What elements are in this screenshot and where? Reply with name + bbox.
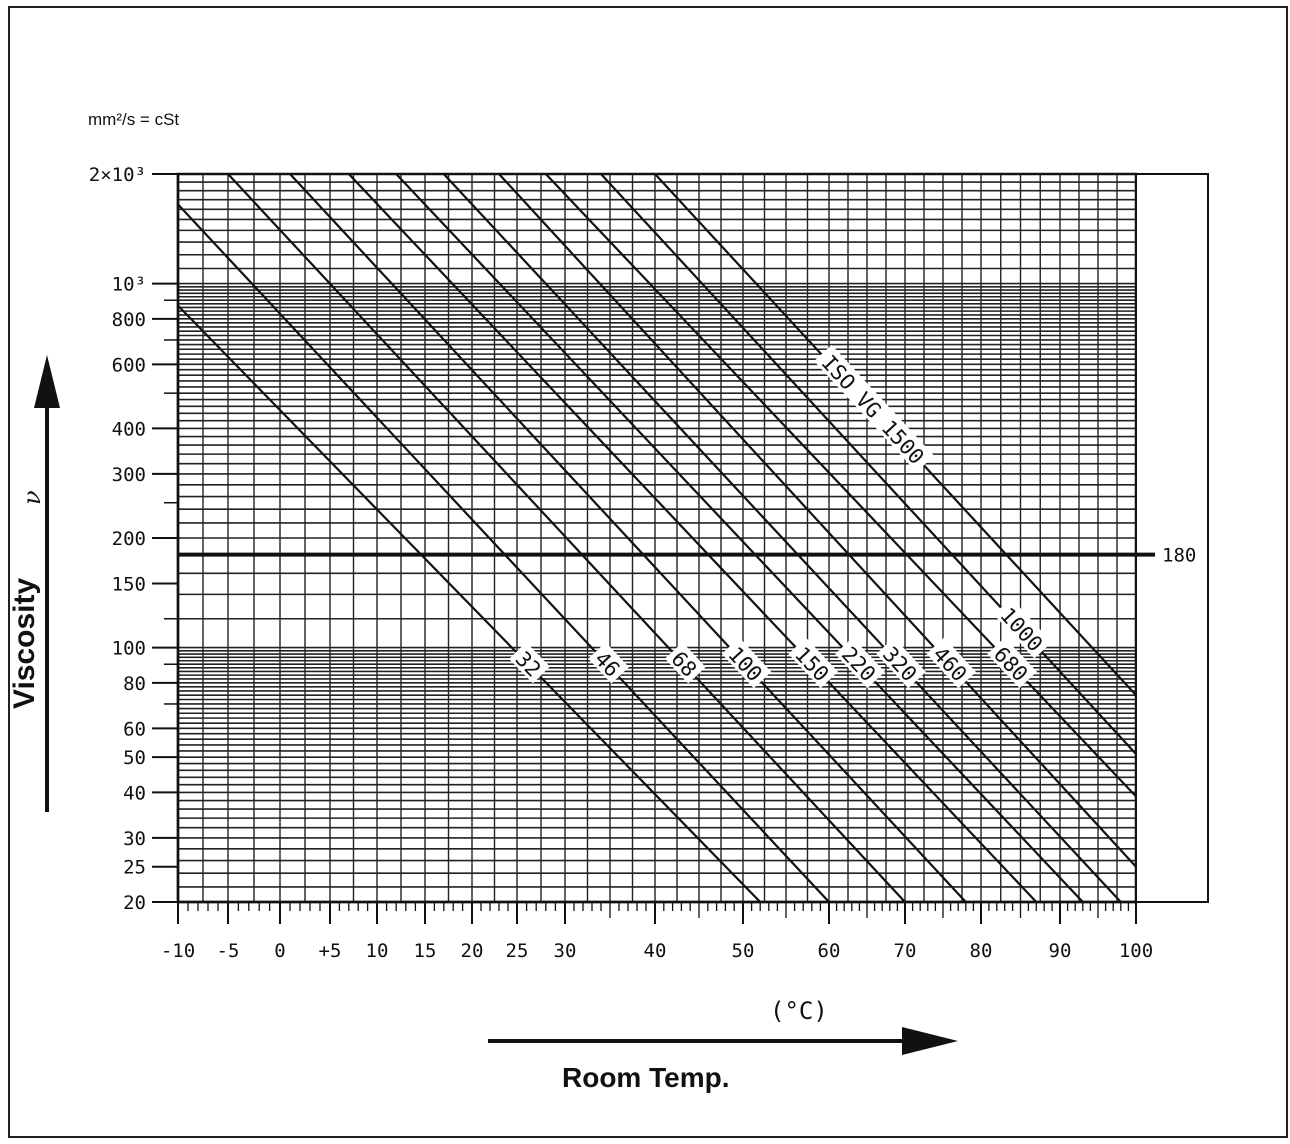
series-label-bg	[876, 637, 926, 689]
series-label-bg	[987, 637, 1037, 689]
x-tick-label: 90	[1049, 940, 1072, 962]
series-label-bg	[509, 642, 550, 684]
y-tick-label: 100	[112, 638, 146, 660]
x-tick-label: 0	[274, 940, 285, 962]
reference-line-label: 180	[1162, 545, 1196, 567]
x-tick-label: 100	[1119, 940, 1153, 962]
y-tick-label: 2×10³	[89, 164, 146, 186]
x-tick-label: 70	[894, 940, 917, 962]
series-line-68	[227, 174, 906, 902]
x-tick-label: -10	[161, 940, 195, 962]
y-tick-label: 30	[123, 828, 146, 850]
series-line-32	[178, 304, 761, 902]
y-tick-label: 40	[123, 782, 146, 804]
grid	[176, 172, 1138, 904]
y-tick-label: 60	[123, 718, 146, 740]
y-tick-label: 80	[123, 673, 146, 695]
x-tick-label: +5	[319, 940, 342, 962]
y-tick-label: 10³	[112, 274, 146, 296]
x-arrow-head	[902, 1027, 958, 1055]
x-tick-label: 60	[818, 940, 841, 962]
x-tick-label: 20	[461, 940, 484, 962]
chart-frame	[8, 6, 1288, 1138]
y-tick-label: 25	[123, 857, 146, 879]
y-tick-label: 300	[112, 464, 146, 486]
y-tick-label: 600	[112, 354, 146, 376]
y-tick-label: 400	[112, 418, 146, 440]
series-label-bg	[588, 642, 629, 684]
axes: 2×10³10³80060040030020015010080605040302…	[34, 164, 1153, 1055]
y-tick-label: 50	[123, 747, 146, 769]
x-tick-label: 50	[732, 940, 755, 962]
series-line-680	[545, 174, 1136, 798]
x-tick-label: 80	[970, 940, 993, 962]
x-tick-label: 15	[414, 940, 437, 962]
x-axis-title: Room Temp.	[562, 1062, 730, 1093]
series-label-bg	[664, 642, 706, 684]
y-tick-label: 20	[123, 892, 146, 914]
series-label-bg	[926, 637, 977, 689]
x-tick-label: 40	[644, 940, 667, 962]
x-axis-unit: (°C)	[770, 997, 828, 1025]
y-tick-label: 150	[112, 573, 146, 595]
series-line-460	[498, 174, 1136, 868]
series-line-150	[348, 174, 1038, 902]
series-line-220	[395, 174, 1084, 902]
y-axis-title: Viscosity	[8, 577, 41, 709]
reference-line-group: 180	[178, 545, 1196, 567]
series-label-1500: ISO VG 1500	[817, 351, 929, 469]
y-unit-label: mm²/s = cSt	[88, 110, 180, 129]
right-panel	[1135, 173, 1209, 903]
series-label-bg	[721, 637, 772, 689]
series-label-bg	[993, 598, 1052, 659]
y-tick-label: 800	[112, 309, 146, 331]
series-label-bg	[814, 344, 935, 473]
y-arrow-head	[34, 355, 60, 408]
x-tick-label: 25	[506, 940, 529, 962]
right-panel-box	[1135, 173, 1209, 903]
series-line-1000	[600, 174, 1136, 755]
series-label-bg	[788, 637, 839, 689]
series-line-320	[442, 174, 1122, 902]
x-tick-label: 30	[554, 940, 577, 962]
y-axis-symbol: ν	[18, 490, 46, 505]
y-tick-label: 200	[112, 528, 146, 550]
x-tick-label: -5	[217, 940, 240, 962]
series-label-bg	[835, 637, 885, 689]
series-lines	[178, 174, 1136, 902]
series-line-100	[289, 174, 967, 902]
x-tick-label: 10	[366, 940, 389, 962]
